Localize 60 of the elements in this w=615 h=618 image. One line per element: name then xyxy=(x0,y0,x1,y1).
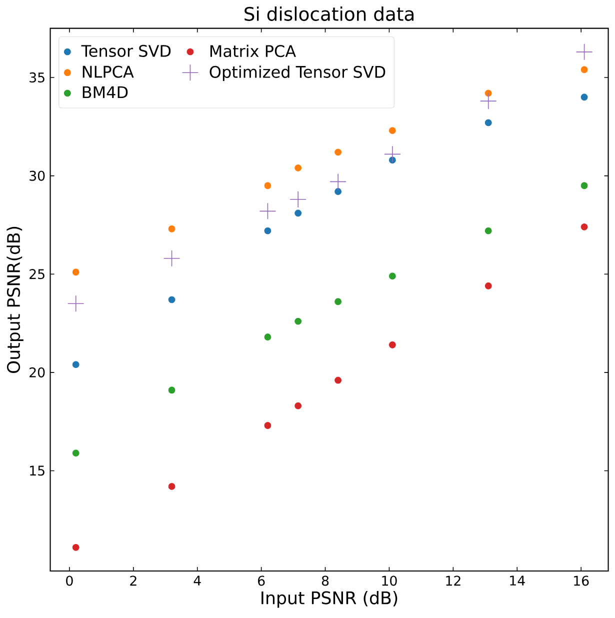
y-tick-label: 25 xyxy=(30,269,44,280)
point xyxy=(480,92,497,110)
point xyxy=(388,272,396,280)
y-tick-label: 20 xyxy=(30,367,45,378)
y-tick-label: 35 xyxy=(30,72,44,83)
y-axis-title: Output PSNR(dB) xyxy=(6,226,24,373)
point xyxy=(168,296,176,304)
x-tick-label: 4 xyxy=(194,576,201,586)
point xyxy=(259,202,276,220)
point xyxy=(484,119,492,126)
point xyxy=(294,210,302,217)
point xyxy=(580,223,588,230)
point xyxy=(294,402,302,410)
legend-label: Optimized Tensor SVD xyxy=(210,66,386,82)
x-tick-label: 2 xyxy=(130,576,136,586)
x-tick-label: 10 xyxy=(382,576,397,586)
point xyxy=(580,66,588,74)
x-tick-label: 0 xyxy=(66,576,73,586)
point xyxy=(168,225,176,232)
x-tick-label: 12 xyxy=(446,576,460,586)
point xyxy=(67,295,84,312)
y-tick-label: 30 xyxy=(30,170,45,181)
point xyxy=(334,148,342,156)
point xyxy=(384,146,401,163)
point xyxy=(388,127,396,134)
chart-title: Si dislocation data xyxy=(244,6,414,21)
point xyxy=(168,386,176,394)
point xyxy=(484,227,492,234)
point xyxy=(72,268,80,276)
point xyxy=(334,376,342,384)
point xyxy=(264,182,272,190)
point xyxy=(294,164,302,172)
point xyxy=(168,482,176,490)
point xyxy=(388,341,396,348)
x-tick-label: 14 xyxy=(510,576,525,586)
point xyxy=(294,318,302,325)
point xyxy=(163,250,180,267)
y-tick-label: 15 xyxy=(30,466,44,476)
legend-label: Tensor SVD xyxy=(81,44,171,57)
legend-label: NLPCA xyxy=(82,66,134,78)
point xyxy=(334,188,342,195)
point xyxy=(484,282,492,290)
point xyxy=(264,422,272,429)
point xyxy=(580,182,588,190)
point xyxy=(72,450,80,456)
point xyxy=(264,227,272,234)
point xyxy=(334,298,342,306)
x-tick-label: 8 xyxy=(322,576,329,586)
point xyxy=(290,190,306,208)
point xyxy=(580,94,588,101)
legend-label: Matrix PCA xyxy=(210,44,296,58)
point xyxy=(330,173,346,190)
x-tick-label: 6 xyxy=(258,576,265,586)
point xyxy=(72,361,80,368)
point xyxy=(264,334,272,340)
x-axis-title: Input PSNR (dB) xyxy=(262,590,398,608)
legend-label: BM4D xyxy=(82,86,128,98)
point xyxy=(72,544,80,551)
point xyxy=(576,44,593,60)
x-tick-label: 16 xyxy=(574,576,589,586)
